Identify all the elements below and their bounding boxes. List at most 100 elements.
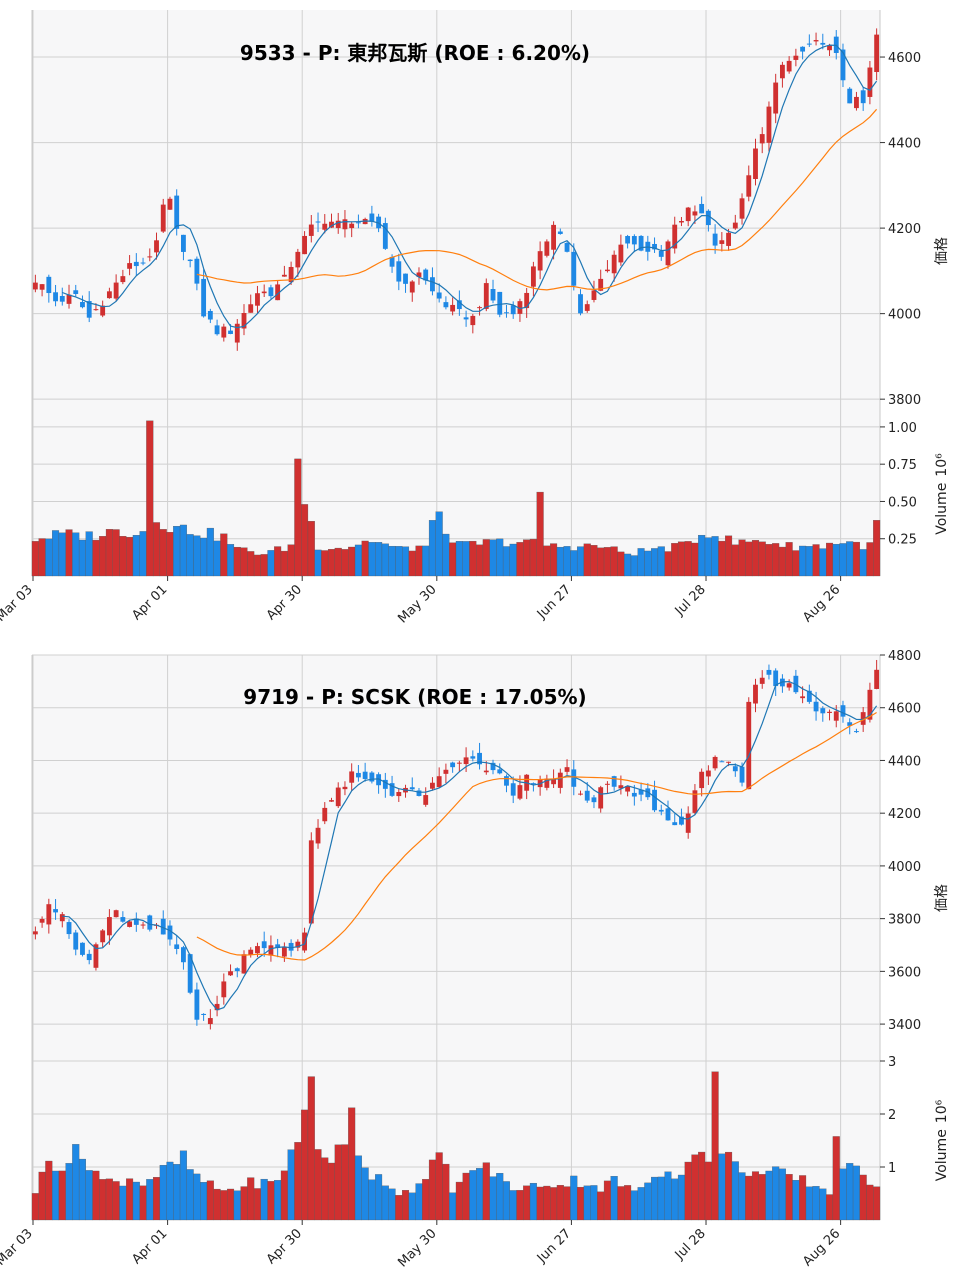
volume-tick-label: 1.00 bbox=[888, 421, 917, 436]
volume-bar bbox=[173, 1164, 181, 1221]
volume-bar bbox=[314, 549, 322, 577]
volume-bar bbox=[812, 544, 820, 577]
volume-tick-label: 0.50 bbox=[888, 495, 917, 510]
candle-body bbox=[598, 787, 604, 809]
volume-bar bbox=[186, 1169, 194, 1221]
volume-bar bbox=[583, 543, 591, 577]
volume-bar bbox=[462, 541, 470, 577]
volume-bar bbox=[179, 524, 187, 577]
candle-body bbox=[483, 283, 489, 309]
candle-body bbox=[551, 224, 557, 250]
volume-bar bbox=[361, 1167, 369, 1221]
volume-bar bbox=[435, 511, 443, 577]
candle-body bbox=[631, 792, 637, 797]
volume-bar bbox=[624, 1185, 632, 1221]
candle-body bbox=[214, 1003, 220, 1011]
volume-label-text: Volume bbox=[934, 483, 950, 535]
candle-body bbox=[605, 269, 610, 272]
volume-bar bbox=[220, 533, 228, 577]
candle-body bbox=[241, 312, 247, 329]
price-axis-label: 価格 bbox=[934, 237, 950, 265]
candle-body bbox=[456, 300, 462, 310]
candle-body bbox=[187, 954, 193, 993]
candle-body bbox=[120, 917, 126, 922]
candle-body bbox=[470, 756, 476, 759]
price-tick-label: 3800 bbox=[888, 393, 921, 408]
candle-body bbox=[349, 223, 355, 229]
volume-bar bbox=[105, 1178, 113, 1221]
volume-bar bbox=[375, 542, 383, 577]
candle-body bbox=[658, 250, 664, 257]
volume-bar bbox=[45, 538, 53, 577]
x-tick-label: Apr 30 bbox=[264, 582, 305, 623]
volume-bar bbox=[240, 547, 248, 577]
volume-bar bbox=[610, 546, 618, 577]
volume-bar bbox=[590, 545, 598, 577]
volume-bar bbox=[301, 1109, 309, 1221]
volume-bar bbox=[233, 546, 241, 577]
candle-body bbox=[833, 711, 839, 721]
candle-body bbox=[86, 301, 92, 318]
candle-body bbox=[679, 220, 684, 223]
volume-bar bbox=[455, 1181, 463, 1221]
candle-body bbox=[342, 786, 348, 790]
candle-body bbox=[382, 223, 388, 249]
candle-body bbox=[221, 981, 227, 998]
volume-bar bbox=[146, 420, 154, 577]
candle-body bbox=[302, 235, 307, 255]
candle-body bbox=[510, 783, 516, 796]
candle-body bbox=[820, 42, 826, 45]
price-tick-label: 3600 bbox=[888, 965, 921, 980]
volume-bar bbox=[772, 1166, 780, 1221]
volume-bar bbox=[354, 1155, 362, 1221]
volume-bar bbox=[361, 540, 369, 577]
candle-body bbox=[93, 309, 99, 311]
volume-bar bbox=[92, 539, 100, 577]
candle-body bbox=[160, 204, 166, 232]
price-tick-label: 3800 bbox=[888, 913, 921, 928]
volume-bar bbox=[206, 527, 214, 577]
volume-bar bbox=[455, 541, 463, 577]
volume-bar bbox=[260, 554, 268, 577]
volume-bar bbox=[442, 1163, 450, 1221]
volume-axis-label: Volume 10⁶ bbox=[934, 453, 950, 535]
volume-bar bbox=[570, 550, 578, 577]
volume-bar bbox=[597, 547, 605, 577]
volume-bar bbox=[381, 543, 389, 577]
volume-bar bbox=[476, 544, 484, 577]
candle-body bbox=[712, 756, 718, 769]
candle-body bbox=[820, 708, 826, 714]
candle-body bbox=[584, 304, 590, 311]
candle-body bbox=[228, 971, 233, 976]
price-tick-label: 4000 bbox=[888, 860, 921, 875]
volume-bar bbox=[99, 1179, 107, 1221]
volume-bar bbox=[112, 529, 120, 577]
candle-body bbox=[652, 243, 657, 250]
volume-bar bbox=[260, 1178, 268, 1221]
volume-bar bbox=[85, 1170, 93, 1221]
x-tick-label: Apr 01 bbox=[129, 1226, 170, 1267]
volume-bar bbox=[624, 553, 632, 577]
volume-unit-text: 10⁶ bbox=[934, 1099, 950, 1123]
volume-bar bbox=[758, 541, 766, 577]
volume-bar bbox=[630, 555, 638, 577]
volume-bar bbox=[65, 1163, 73, 1221]
volume-bar bbox=[859, 549, 867, 577]
volume-bar bbox=[462, 1172, 470, 1221]
chart-title: 9719 - P: SCSK (ROE : 17.05%) bbox=[243, 685, 586, 709]
volume-bar bbox=[72, 532, 80, 577]
candle-body bbox=[712, 233, 718, 246]
volume-bar bbox=[132, 1181, 140, 1221]
volume-bar bbox=[516, 1190, 524, 1221]
candle-body bbox=[93, 944, 99, 968]
candle-body bbox=[564, 243, 570, 252]
candle-body bbox=[800, 46, 806, 52]
volume-bar bbox=[78, 539, 86, 577]
volume-bar bbox=[227, 544, 235, 577]
candle-body bbox=[874, 34, 880, 73]
candle-body bbox=[322, 807, 328, 822]
candle-body bbox=[80, 302, 85, 308]
price-axis-label: 価格 bbox=[934, 884, 950, 912]
candle-body bbox=[504, 776, 509, 786]
candle-body bbox=[369, 213, 375, 222]
